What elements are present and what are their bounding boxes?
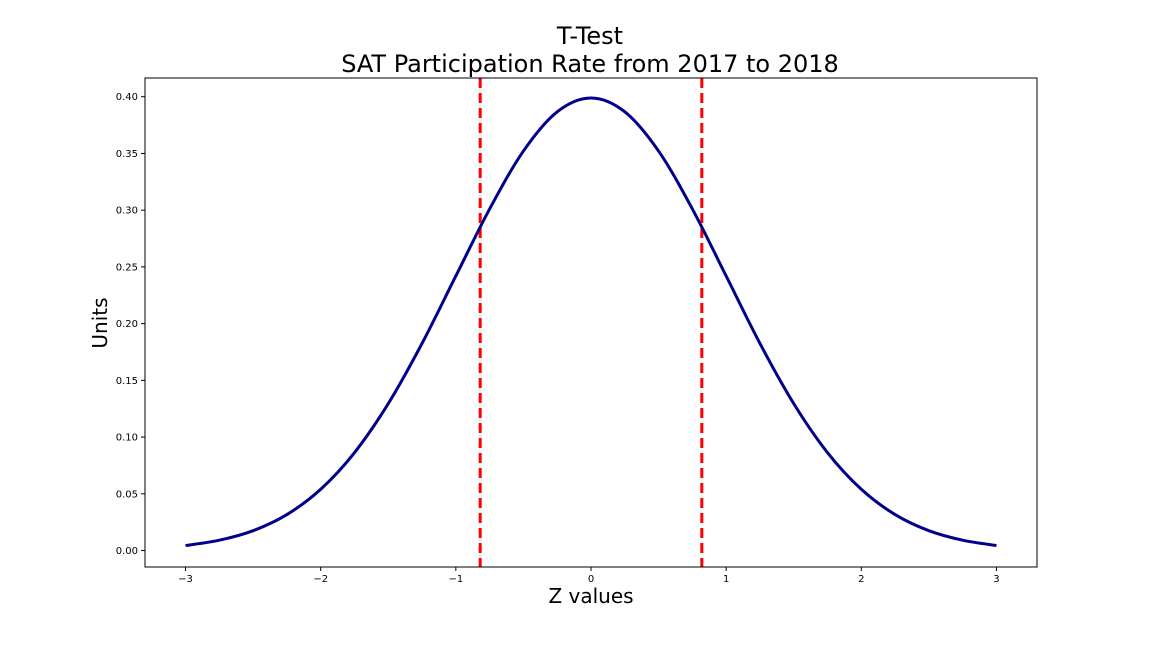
y-tick-label: 0.15 bbox=[116, 376, 138, 387]
x-tick-label: −3 bbox=[178, 574, 193, 585]
x-axis-ticks: −3 −2 −1 0 1 2 3 bbox=[178, 567, 1000, 585]
x-tick-label: 1 bbox=[723, 574, 729, 585]
x-tick-label: 0 bbox=[588, 574, 594, 585]
y-axis-ticks: 0.00 0.05 0.10 0.15 0.20 0.25 0.30 0.35 0.40 bbox=[116, 92, 145, 557]
y-tick-label: 0.35 bbox=[116, 149, 138, 160]
y-tick-label: 0.30 bbox=[116, 206, 138, 217]
x-tick-label: −2 bbox=[313, 574, 328, 585]
x-tick-label: 2 bbox=[858, 574, 864, 585]
y-tick-label: 0.00 bbox=[116, 546, 138, 557]
y-tick-label: 0.20 bbox=[116, 319, 138, 330]
chart-title-line2: SAT Participation Rate from 2017 to 2018 bbox=[341, 50, 839, 78]
y-tick-label: 0.10 bbox=[116, 433, 138, 444]
y-axis-label: Units bbox=[88, 297, 112, 348]
x-tick-label: 3 bbox=[993, 574, 999, 585]
y-tick-label: 0.05 bbox=[116, 489, 138, 500]
y-tick-label: 0.25 bbox=[116, 262, 138, 273]
x-tick-label: −1 bbox=[448, 574, 463, 585]
series-layer bbox=[185, 96, 997, 548]
chart-title-line1: T-Test bbox=[556, 22, 623, 50]
x-axis-label: Z values bbox=[548, 584, 633, 608]
plot-area bbox=[145, 78, 1037, 567]
vlines-layer bbox=[478, 78, 704, 567]
y-tick-label: 0.40 bbox=[116, 92, 138, 103]
